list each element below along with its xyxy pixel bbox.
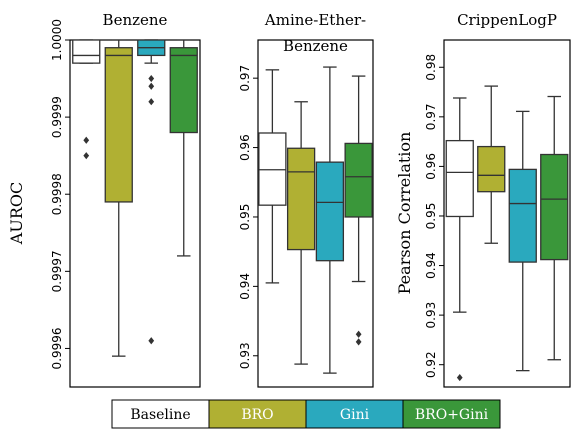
y-tick-label: 0.96 [238, 134, 252, 161]
box-baseline [72, 39, 101, 160]
plot-frame [443, 39, 571, 388]
outlier-point [83, 152, 90, 160]
box-baseline [445, 97, 474, 382]
y-tick-label: 0.95 [424, 203, 438, 230]
box-iqr [258, 132, 287, 206]
outlier-point [355, 330, 362, 338]
box-iqr [344, 142, 373, 218]
plot-frame [69, 39, 201, 388]
y-axis-label: Pearson Correlation [395, 132, 414, 295]
box-iqr [169, 47, 198, 134]
box-iqr [104, 47, 133, 203]
y-tick-label: 0.97 [424, 103, 438, 130]
plot-frame [257, 39, 374, 388]
chart-title: Benzene [103, 11, 168, 29]
box-baseline [258, 69, 287, 284]
boxplot-panel-2: Amine-Ether- Benzene 0.93 0.94 0.95 0.96 0.97 [238, 11, 374, 388]
chart-title: Amine-Ether- [264, 11, 366, 29]
legend-label: Gini [340, 407, 370, 423]
y-tick-label: 0.9997 [50, 250, 64, 292]
box-iqr [445, 139, 474, 218]
y-tick-label: 0.9999 [50, 96, 64, 138]
legend-item-4 [402, 399, 501, 429]
legend-item-1 [111, 399, 210, 429]
y-tick-label: 0.93 [238, 342, 252, 369]
box-iqr [477, 145, 506, 193]
chart-title: CrippenLogP [457, 11, 557, 29]
outlier-point [83, 136, 90, 144]
box-bro [286, 101, 316, 365]
y-tick-label: 0.94 [424, 252, 438, 279]
box-bro [477, 85, 506, 244]
box-iqr [72, 39, 101, 64]
y-tick-label: 0.9998 [50, 173, 64, 215]
outlier-point [148, 98, 155, 106]
outlier-point [355, 338, 362, 346]
y-tick-label: 0.93 [424, 302, 438, 329]
y-tick-label: 0.94 [238, 273, 252, 300]
outlier-point [148, 82, 155, 90]
y-tick-label: 1.0000 [50, 19, 64, 61]
boxplot-panel-1: Benzene 0.9996 0.9997 0.9998 0.9999 1.0000 AUR… [7, 11, 201, 388]
y-tick-label: 0.97 [238, 65, 252, 92]
box-iqr [508, 168, 537, 263]
legend-label: BRO+Gini [415, 407, 489, 423]
box-bro [104, 39, 133, 357]
box-iqr [286, 147, 316, 251]
chart-title: Benzene [283, 37, 348, 55]
box-iqr [540, 153, 569, 261]
boxplot-panel-3: CrippenLogP 0.92 0.93 0.94 0.95 0.96 0.97 0.98 P… [395, 11, 571, 388]
box-gini [315, 66, 345, 374]
legend-label: Baseline [130, 407, 190, 423]
outlier-point [148, 337, 155, 345]
y-axis-label: AUROC [7, 182, 26, 245]
legend: Baseline BRO Gini BRO+Gini [111, 399, 501, 429]
legend-label: BRO [241, 407, 273, 423]
y-tick-label: 0.96 [424, 153, 438, 180]
y-tick-label: 0.9996 [50, 327, 64, 369]
box-bro-gini [169, 39, 198, 257]
box-bro-gini [540, 95, 569, 361]
y-tick-label: 0.92 [424, 351, 438, 378]
y-tick-label: 0.95 [238, 204, 252, 231]
box-bro-gini [344, 75, 373, 346]
box-iqr [315, 161, 345, 262]
legend-item-3 [305, 399, 404, 429]
box-gini [137, 39, 166, 345]
box-gini [508, 110, 537, 372]
y-tick-label: 0.98 [424, 54, 438, 81]
outlier-point [456, 373, 463, 382]
outlier-point [148, 74, 155, 83]
